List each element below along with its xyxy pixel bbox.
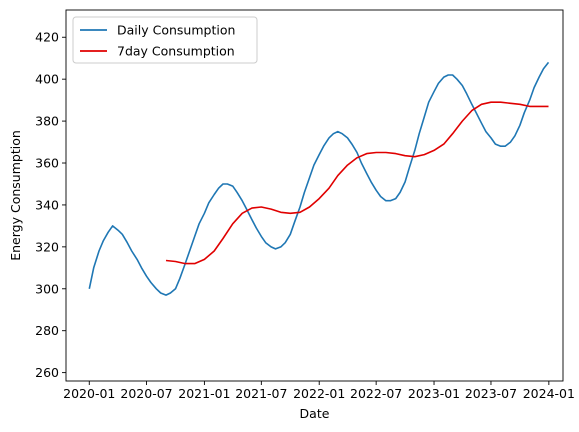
y-tick-label-1: 280 (35, 323, 59, 338)
legend-label-0: Daily Consumption (117, 23, 235, 38)
y-tick-label-4: 340 (35, 197, 59, 212)
x-tick-label-8: 2024-01 (523, 386, 575, 401)
y-tick-label-6: 380 (35, 114, 59, 129)
y-tick-label-5: 360 (35, 156, 59, 171)
series-line-1 (165, 101, 549, 265)
legend: Daily Consumption 7day Consumption (72, 16, 258, 64)
y-tick-label-8: 420 (35, 30, 59, 45)
axes: 2020-01 2020-07 2021-01 2021-07 2022-01 2022-… (35, 9, 575, 401)
x-tick-label-7: 2023-07 (465, 386, 517, 401)
y-tick-label-7: 400 (35, 72, 59, 87)
x-tick-label-4: 2022-01 (293, 386, 345, 401)
x-tick-label-3: 2021-07 (235, 386, 287, 401)
x-tick-label-2: 2021-01 (178, 386, 230, 401)
legend-label-1: 7day Consumption (117, 44, 235, 59)
y-tick-label-0: 260 (35, 365, 59, 380)
x-tick-label-0: 2020-01 (63, 386, 115, 401)
x-tick-label-6: 2023-01 (408, 386, 460, 401)
series-line-0 (88, 61, 550, 296)
x-axis-title: Date (300, 406, 330, 421)
plot-area (88, 61, 550, 296)
x-tick-label-5: 2022-07 (350, 386, 402, 401)
y-tick-label-2: 300 (35, 281, 59, 296)
y-axis-title: Energy Consumption (8, 130, 23, 261)
legend-box (72, 16, 258, 64)
plot-frame (65, 9, 564, 382)
y-tick-label-3: 320 (35, 239, 59, 254)
x-tick-label-1: 2020-07 (120, 386, 172, 401)
